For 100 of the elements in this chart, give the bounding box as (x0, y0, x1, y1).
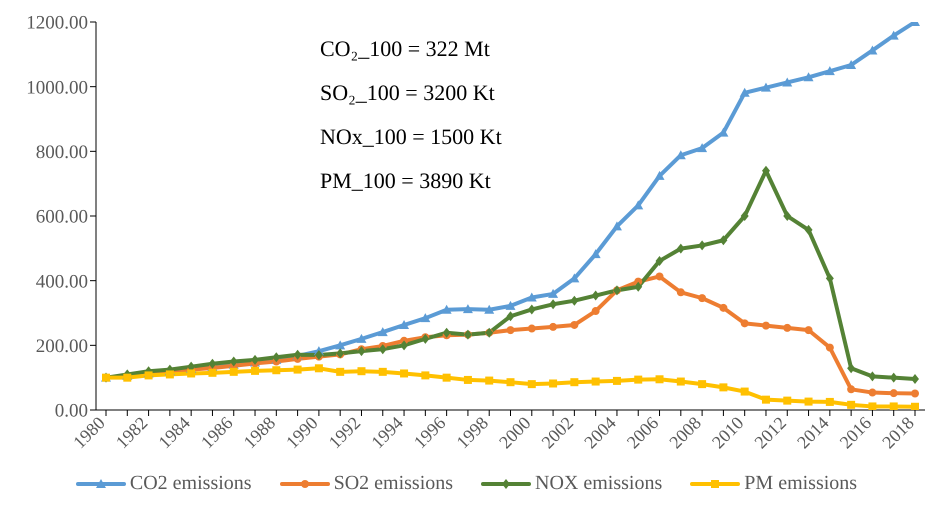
point (484, 304, 494, 314)
point (294, 366, 302, 374)
point (740, 88, 750, 97)
point (847, 385, 856, 394)
point (421, 371, 430, 380)
point (826, 273, 834, 284)
point (612, 221, 622, 230)
y-tick-label: 400.00 (36, 271, 88, 292)
point (911, 390, 919, 398)
point (528, 304, 536, 314)
point (740, 319, 749, 328)
point (719, 235, 728, 246)
point (760, 82, 771, 92)
point (592, 378, 600, 386)
point (166, 370, 174, 378)
point (676, 288, 685, 296)
point (634, 376, 642, 384)
point (698, 294, 706, 302)
point (868, 371, 876, 382)
point (485, 376, 494, 385)
point (612, 376, 621, 385)
point (421, 334, 430, 344)
point (740, 211, 749, 221)
point (654, 170, 665, 180)
point (804, 224, 813, 235)
point (357, 367, 366, 376)
y-tick-label: 0.00 (54, 400, 88, 422)
legend-label: NOX emissions (535, 472, 662, 495)
point (357, 346, 366, 356)
point (570, 296, 578, 306)
point (846, 60, 856, 70)
point (251, 366, 260, 375)
point (462, 304, 473, 314)
point (698, 380, 706, 388)
point (592, 290, 600, 301)
point (762, 396, 770, 404)
point (528, 380, 536, 388)
point (549, 379, 558, 388)
point (890, 372, 898, 383)
annotation: PM_100 = 3890 Kt (320, 168, 491, 194)
point (592, 307, 600, 316)
point (804, 72, 814, 82)
point (783, 324, 792, 332)
point (378, 344, 387, 354)
point (570, 378, 578, 386)
point (356, 334, 366, 343)
point (804, 326, 813, 334)
annotation: CO₂_100 = 322 Mt (320, 36, 490, 62)
point (272, 366, 280, 374)
annotation: NOx_100 = 1500 Kt (320, 124, 502, 150)
legend-label: CO2 emissions (130, 472, 252, 495)
point (590, 249, 601, 258)
point (208, 368, 216, 377)
point (719, 383, 728, 392)
point (526, 292, 537, 302)
point (506, 311, 514, 322)
point (762, 322, 770, 330)
point (697, 143, 708, 152)
point (868, 388, 876, 397)
point (208, 358, 216, 369)
point (230, 368, 238, 376)
point (634, 282, 642, 292)
y-tick-label: 1000.00 (26, 77, 88, 98)
point (719, 304, 728, 312)
y-tick-label: 200.00 (36, 336, 88, 358)
point (890, 389, 898, 398)
annotation: SO₂_100 = 3200 Kt (320, 80, 495, 106)
point (399, 320, 410, 329)
legend-label: PM emissions (744, 472, 858, 495)
point (911, 402, 919, 410)
point (676, 378, 685, 386)
point (442, 328, 451, 338)
point (272, 352, 280, 362)
point (656, 272, 664, 280)
point (335, 340, 346, 350)
point (890, 402, 898, 410)
point (847, 363, 856, 374)
point (826, 344, 834, 352)
point (762, 166, 770, 176)
point (336, 368, 344, 376)
point (824, 66, 835, 76)
point (400, 369, 408, 378)
point (378, 327, 388, 336)
point (911, 374, 919, 384)
point (314, 364, 323, 372)
point (847, 400, 856, 409)
point (400, 340, 408, 350)
point (420, 313, 430, 322)
point (656, 256, 664, 266)
point (378, 368, 387, 376)
point (528, 324, 536, 333)
point (506, 378, 514, 386)
point (676, 244, 685, 254)
point (314, 350, 323, 360)
y-tick-label: 1200.00 (26, 12, 88, 34)
point (656, 375, 664, 384)
point (804, 398, 813, 406)
legend-label: SO2 emissions (334, 472, 454, 495)
point (740, 388, 749, 396)
point (826, 398, 834, 406)
